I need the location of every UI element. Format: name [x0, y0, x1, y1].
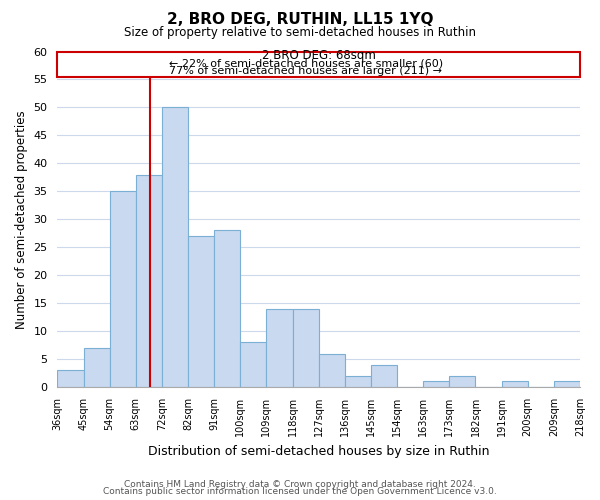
Bar: [266, 309, 293, 387]
Text: ← 22% of semi-detached houses are smaller (60): ← 22% of semi-detached houses are smalle…: [169, 59, 443, 69]
Y-axis label: Number of semi-detached properties: Number of semi-detached properties: [15, 110, 28, 328]
Bar: [554, 382, 580, 387]
Bar: [83, 348, 110, 387]
Text: 2, BRO DEG, RUTHIN, LL15 1YQ: 2, BRO DEG, RUTHIN, LL15 1YQ: [167, 12, 433, 28]
Bar: [293, 309, 319, 387]
Bar: [423, 382, 449, 387]
Text: 77% of semi-detached houses are larger (211) →: 77% of semi-detached houses are larger (…: [169, 66, 442, 76]
Bar: [241, 342, 266, 387]
Bar: [110, 192, 136, 387]
X-axis label: Distribution of semi-detached houses by size in Ruthin: Distribution of semi-detached houses by …: [148, 444, 490, 458]
Bar: [214, 230, 241, 387]
Bar: [319, 354, 345, 387]
Text: Size of property relative to semi-detached houses in Ruthin: Size of property relative to semi-detach…: [124, 26, 476, 39]
Text: Contains HM Land Registry data © Crown copyright and database right 2024.: Contains HM Land Registry data © Crown c…: [124, 480, 476, 489]
Bar: [188, 236, 214, 387]
Bar: [449, 376, 475, 387]
Bar: [371, 364, 397, 387]
FancyBboxPatch shape: [58, 52, 580, 76]
Text: 2 BRO DEG: 68sqm: 2 BRO DEG: 68sqm: [262, 50, 376, 62]
Bar: [502, 382, 528, 387]
Bar: [58, 370, 83, 387]
Bar: [136, 174, 162, 387]
Text: Contains public sector information licensed under the Open Government Licence v3: Contains public sector information licen…: [103, 488, 497, 496]
Bar: [345, 376, 371, 387]
Bar: [162, 108, 188, 387]
